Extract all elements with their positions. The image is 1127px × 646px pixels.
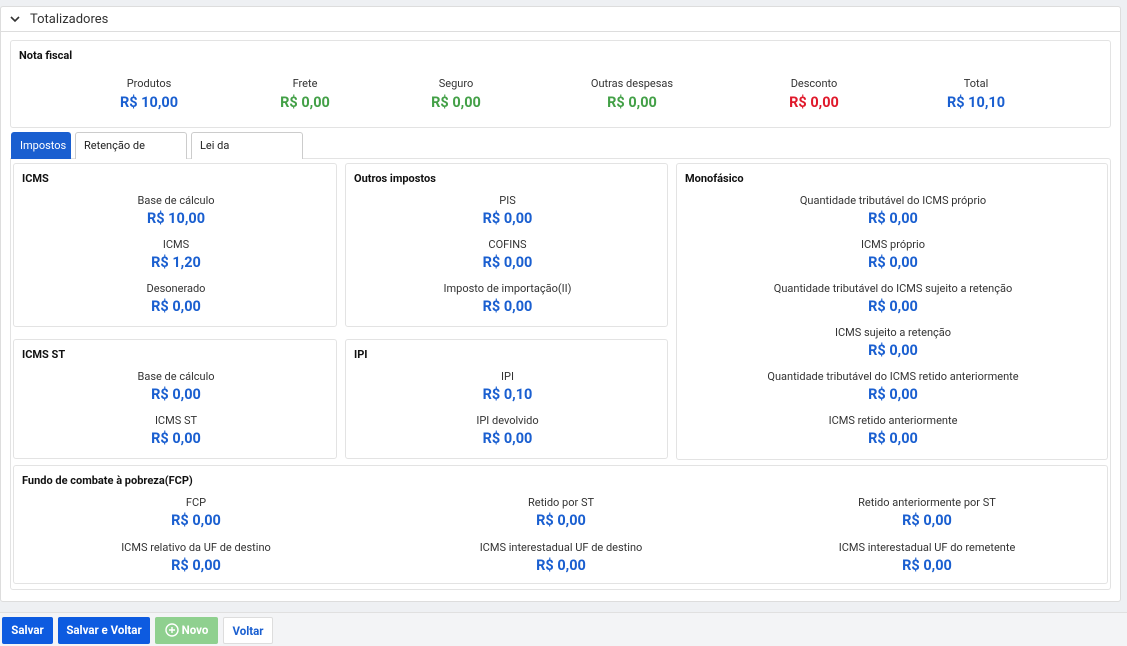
item-label: Imposto de importação(II) bbox=[443, 282, 572, 295]
item-label: Seguro bbox=[438, 77, 474, 90]
button[interactable]: Voltar bbox=[223, 617, 273, 644]
item-label: ICMS interestadual UF de destino bbox=[479, 541, 643, 554]
tab[interactable]: Lei da transparência bbox=[191, 132, 303, 178]
item-value: R$ 0,00 bbox=[902, 557, 952, 574]
item-label: Base de cálculo bbox=[137, 370, 215, 383]
panel-title: Totalizadores bbox=[30, 12, 109, 27]
item-label: PIS bbox=[499, 194, 516, 207]
card-title: Nota fiscal bbox=[19, 49, 73, 62]
item-value: R$ 0,00 bbox=[280, 94, 330, 111]
item-value: R$ 0,00 bbox=[171, 557, 221, 574]
tax-card: ICMS Base de cálculo R$ 10,00 ICMS R$ 1,20 De… bbox=[13, 163, 337, 327]
tab[interactable]: Retenção de tributos bbox=[75, 132, 187, 178]
item-value: R$ 0,00 bbox=[868, 298, 918, 315]
item-label: ICMS próprio bbox=[861, 238, 925, 251]
item-value: R$ 0,00 bbox=[151, 430, 201, 447]
item-label: Quantidade tributável do ICMS retido ant… bbox=[767, 370, 1019, 383]
button[interactable]: Salvar bbox=[2, 617, 53, 644]
tax-card: Fundo de combate à pobreza(FCP) FCP R$ 0,0… bbox=[13, 465, 1108, 584]
item-value: R$ 0,00 bbox=[151, 386, 201, 403]
item-value: R$ 1,20 bbox=[151, 254, 201, 271]
button[interactable]: Salvar e Voltar bbox=[58, 617, 150, 644]
item-value: R$ 0,00 bbox=[868, 386, 918, 403]
item-value: R$ 0,00 bbox=[868, 430, 918, 447]
item-value: R$ 0,10 bbox=[482, 386, 533, 403]
item-label: Retido anteriormente por ST bbox=[858, 496, 996, 509]
panel-header[interactable]: Totalizadores bbox=[1, 7, 1120, 32]
button-label: Salvar bbox=[11, 623, 44, 637]
item-label: Frete bbox=[292, 77, 318, 90]
item-value: R$ 10,10 bbox=[946, 94, 1006, 111]
item-label: Total bbox=[963, 77, 989, 90]
item-label: ICMS relativo da UF de destino bbox=[121, 541, 271, 554]
button[interactable]: Novo bbox=[155, 617, 218, 644]
item-value: R$ 0,00 bbox=[482, 298, 533, 315]
item-label: COFINS bbox=[488, 238, 527, 251]
card-title: Monofásico bbox=[685, 172, 744, 185]
item-label: Base de cálculo bbox=[137, 194, 215, 207]
item-label: ICMS ST bbox=[154, 414, 198, 427]
item-value: R$ 0,00 bbox=[607, 94, 657, 111]
item-label: ICMS retido anteriormente bbox=[828, 414, 958, 427]
tax-card: Monofásico Quantidade tributável do ICMS … bbox=[676, 163, 1108, 460]
tab[interactable]: Impostos bbox=[11, 132, 71, 159]
button-label: Novo bbox=[181, 623, 209, 637]
item-value: R$ 0,00 bbox=[536, 557, 586, 574]
card-title: Fundo de combate à pobreza(FCP) bbox=[22, 474, 193, 487]
item-label: Outras despesas bbox=[590, 77, 674, 90]
item-value: R$ 0,00 bbox=[902, 512, 952, 529]
plus-icon bbox=[164, 623, 179, 637]
card-title: ICMS bbox=[22, 172, 49, 185]
item-label: Retido por ST bbox=[527, 496, 595, 509]
item-label: Produtos bbox=[126, 77, 172, 90]
item-label: Quantidade tributável do ICMS sujeito a … bbox=[773, 282, 1013, 295]
item-value: R$ 0,00 bbox=[171, 512, 221, 529]
button-label: Voltar bbox=[232, 624, 264, 638]
item-label: IPI bbox=[501, 370, 514, 383]
item-value: R$ 0,00 bbox=[868, 342, 918, 359]
item-value: R$ 0,00 bbox=[868, 210, 918, 227]
chevron-icon bbox=[10, 16, 20, 23]
item-value: R$ 0,00 bbox=[789, 94, 839, 111]
tax-card: ICMS ST Base de cálculo R$ 0,00 ICMS ST R$ 0… bbox=[13, 339, 337, 459]
item-label: ICMS sujeito a retenção bbox=[834, 326, 952, 339]
card-title: ICMS ST bbox=[22, 348, 66, 361]
card-title: IPI bbox=[354, 348, 368, 361]
item-label: Desconto bbox=[790, 77, 838, 90]
item-value: R$ 0,00 bbox=[482, 210, 533, 227]
tax-card: IPI IPI R$ 0,10 IPI devolvido R$ 0,00 bbox=[345, 339, 668, 459]
item-label: Desonerado bbox=[146, 282, 206, 295]
item-label: Quantidade tributável do ICMS próprio bbox=[799, 194, 987, 207]
item-label: ICMS interestadual UF do remetente bbox=[838, 541, 1016, 554]
item-label: FCP bbox=[185, 496, 207, 509]
tax-card: Outros impostos PIS R$ 0,00 COFINS R$ 0,00 Im… bbox=[345, 163, 668, 327]
item-value: R$ 10,00 bbox=[146, 210, 206, 227]
item-value: R$ 0,00 bbox=[431, 94, 481, 111]
item-value: R$ 0,00 bbox=[151, 298, 201, 315]
nota-fiscal-card: Nota fiscal Produtos R$ 10,00 Frete R$ 0,00… bbox=[10, 40, 1111, 128]
card-title: Outros impostos bbox=[354, 172, 436, 185]
item-label: ICMS bbox=[162, 238, 190, 251]
item-value: R$ 0,00 bbox=[536, 512, 586, 529]
item-value: R$ 0,00 bbox=[868, 254, 918, 271]
button-label: Salvar e Voltar bbox=[66, 623, 142, 637]
item-value: R$ 0,00 bbox=[482, 430, 533, 447]
item-value: R$ 0,00 bbox=[482, 254, 533, 271]
item-value: R$ 10,00 bbox=[119, 94, 179, 111]
item-label: IPI devolvido bbox=[476, 414, 539, 427]
